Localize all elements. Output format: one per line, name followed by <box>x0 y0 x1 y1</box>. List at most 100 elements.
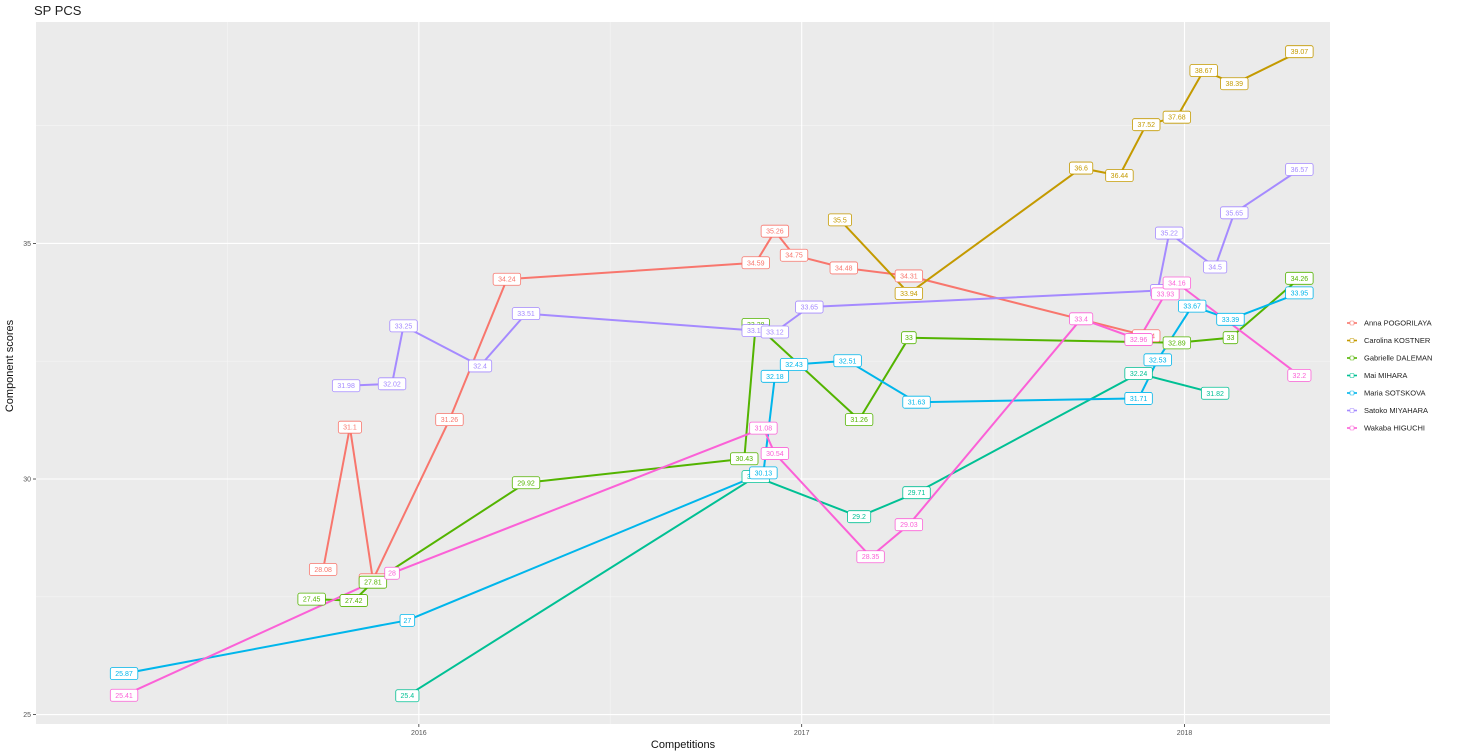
data-label-text: 25.87 <box>115 671 133 678</box>
data-label: 32.53 <box>1143 353 1172 367</box>
data-label: 32.18 <box>760 369 790 383</box>
data-label-box <box>760 224 790 238</box>
data-label: 27.45 <box>297 592 326 606</box>
data-label: 35.65 <box>1220 206 1249 220</box>
data-label: 32.02 <box>377 377 407 391</box>
data-label-box <box>1124 367 1153 380</box>
data-label: 31.63 <box>902 395 931 409</box>
data-label-text: 32.43 <box>785 362 803 369</box>
data-label: 33.93 <box>1151 287 1180 301</box>
data-label-text: 31.1 <box>343 425 357 432</box>
data-label-text: 31.63 <box>908 400 926 407</box>
legend-label: Anna POGORILAYA <box>1364 319 1432 328</box>
data-label: 35.26 <box>760 224 790 238</box>
data-label: 33.94 <box>894 286 924 300</box>
data-label: 34.59 <box>741 256 770 270</box>
data-label: 34.5 <box>1203 260 1228 274</box>
data-label-text: 37.68 <box>1168 115 1186 122</box>
data-label: 34.24 <box>492 272 522 286</box>
data-label: 34.16 <box>1162 276 1192 290</box>
data-label-box <box>1200 386 1230 400</box>
data-label: 27 <box>399 613 416 627</box>
data-label: 36.44 <box>1105 169 1134 182</box>
plot-panel <box>36 22 1330 724</box>
data-label: 27.81 <box>358 575 388 589</box>
data-label-box <box>377 377 407 391</box>
data-label: 33.65 <box>795 300 824 314</box>
data-label-text: 33.94 <box>900 291 918 298</box>
data-label-box <box>399 613 416 627</box>
data-label-text: 34.75 <box>785 253 803 260</box>
data-label: 31.71 <box>1124 392 1153 405</box>
data-label: 31.82 <box>1200 386 1230 400</box>
data-label-text: 29.2 <box>852 514 866 521</box>
data-label-text: 33.67 <box>1183 304 1201 311</box>
legend-key-box <box>1349 390 1355 396</box>
data-label-text: 34.24 <box>498 277 516 284</box>
data-label-box <box>1285 286 1314 300</box>
data-label-box <box>1285 163 1314 176</box>
data-label-box <box>1285 45 1314 59</box>
data-label-text: 34.31 <box>900 273 918 280</box>
legend-item: Satoko MIYAHARA <box>1347 406 1428 415</box>
data-label: 32.89 <box>1162 336 1192 350</box>
data-label-box <box>1124 392 1153 405</box>
data-label-box <box>902 395 931 409</box>
data-label-text: 32.89 <box>1168 340 1186 347</box>
data-label-text: 31.98 <box>337 383 355 390</box>
data-label: 34.26 <box>1285 271 1314 285</box>
chart-title: SP PCS <box>34 3 82 18</box>
data-label-text: 31.82 <box>1206 391 1224 398</box>
data-label-box <box>331 379 361 393</box>
data-label-box <box>1222 331 1239 345</box>
data-label-box <box>1162 276 1192 290</box>
y-tick-label: 30 <box>23 477 31 484</box>
data-label-box <box>795 300 824 314</box>
data-label: 32.43 <box>779 358 809 371</box>
data-label-box <box>844 413 874 427</box>
data-label-text: 33.65 <box>801 305 819 312</box>
data-label-text: 33.12 <box>766 330 784 337</box>
data-label-text: 27.45 <box>303 597 321 604</box>
legend-item: Carolina KOSTNER <box>1347 336 1431 345</box>
legend-label: Carolina KOSTNER <box>1364 336 1431 345</box>
data-label-box <box>492 272 522 286</box>
data-label: 32.2 <box>1287 368 1312 382</box>
data-label-text: 34.48 <box>835 265 853 272</box>
data-label: 34.31 <box>894 269 924 283</box>
data-label: 31.26 <box>844 413 874 427</box>
data-label: 33 <box>901 331 917 345</box>
data-label: 35.5 <box>827 213 852 227</box>
legend-key-box <box>1349 408 1355 413</box>
data-label-text: 31.26 <box>441 417 459 424</box>
data-label-text: 35.65 <box>1226 210 1244 217</box>
data-label: 30.13 <box>749 466 778 480</box>
data-label-box <box>1069 312 1094 326</box>
data-label-box <box>358 575 388 589</box>
legend-label: Mai MIHARA <box>1364 371 1407 380</box>
data-label-box <box>1203 260 1228 274</box>
legend-key-box <box>1349 355 1355 361</box>
data-label: 29.03 <box>894 518 924 532</box>
data-label-text: 31.08 <box>755 426 773 433</box>
data-label-text: 36.44 <box>1111 173 1129 180</box>
data-label-text: 38.67 <box>1195 68 1213 75</box>
data-label-text: 31.26 <box>850 417 868 424</box>
data-label-box <box>1162 110 1192 124</box>
data-label-text: 28 <box>388 571 396 578</box>
data-label-text: 34.16 <box>1168 281 1186 288</box>
data-label: 36.57 <box>1285 163 1314 176</box>
data-label: 32.4 <box>468 359 493 373</box>
data-label-text: 35.26 <box>766 229 784 236</box>
data-label-text: 30.43 <box>735 456 753 463</box>
data-label: 33.51 <box>511 307 541 321</box>
data-label-text: 30.54 <box>766 451 784 458</box>
data-label-text: 34.5 <box>1208 264 1222 271</box>
data-label-box <box>1143 353 1172 367</box>
data-label-box <box>894 518 924 532</box>
legend-label: Satoko MIYAHARA <box>1364 406 1428 415</box>
data-label-text: 32.4 <box>473 363 487 370</box>
data-label-text: 27.81 <box>364 580 382 587</box>
data-label-box <box>109 688 139 702</box>
